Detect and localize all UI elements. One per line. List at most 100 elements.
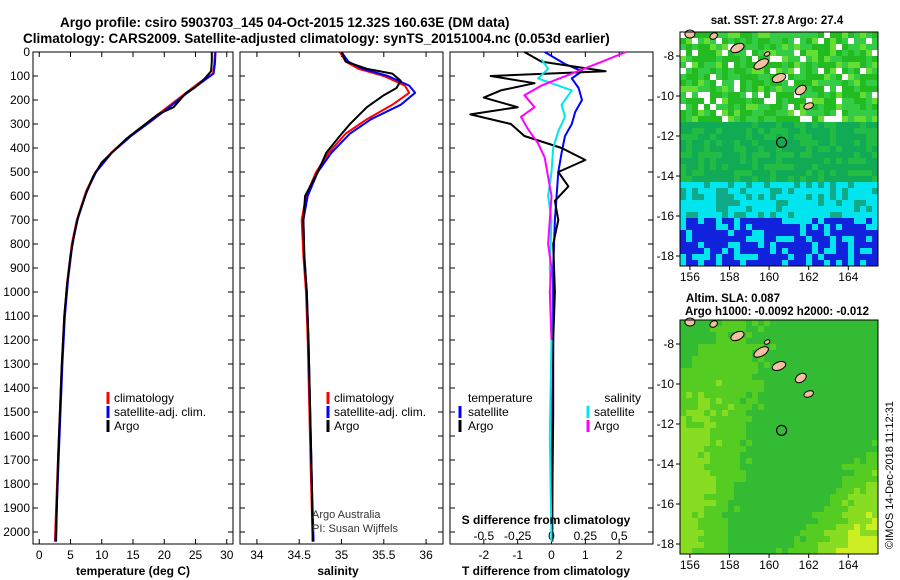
map-cell — [842, 104, 848, 110]
map-cell — [854, 158, 860, 164]
map-cell — [824, 50, 830, 56]
map-cell — [800, 98, 806, 104]
map-cell — [782, 104, 788, 110]
map-cell — [812, 368, 818, 374]
map-cell — [818, 194, 824, 200]
map-cell — [866, 344, 872, 350]
map-cell — [800, 134, 806, 140]
map-cell — [710, 200, 716, 206]
map-cell — [836, 164, 842, 170]
map-cell — [842, 446, 848, 452]
map-cell — [872, 470, 878, 476]
map-cell — [758, 104, 764, 110]
map-cell — [716, 488, 722, 494]
map-cell — [848, 440, 854, 446]
map-cell — [872, 542, 878, 548]
map-cell — [704, 146, 710, 152]
map-cell — [782, 86, 788, 92]
map-cell — [728, 104, 734, 110]
map-cell — [824, 350, 830, 356]
map-cell — [830, 326, 836, 332]
map-cell — [806, 218, 812, 224]
map-cell — [842, 536, 848, 542]
map-cell — [692, 524, 698, 530]
map-cell — [710, 542, 716, 548]
map-cell — [698, 482, 704, 488]
map-cell — [770, 428, 776, 434]
map-cell — [842, 320, 848, 326]
map-cell — [746, 530, 752, 536]
map-cell — [800, 44, 806, 50]
map-cell — [728, 326, 734, 332]
map-cell — [740, 380, 746, 386]
map-cell — [836, 38, 842, 44]
map-cell — [722, 236, 728, 242]
map-cell — [728, 410, 734, 416]
map-cell — [866, 122, 872, 128]
map-cell — [830, 512, 836, 518]
map-cell — [824, 164, 830, 170]
map-cell — [842, 350, 848, 356]
map-cell — [872, 110, 878, 116]
map-cell — [788, 392, 794, 398]
map-cell — [860, 344, 866, 350]
map-cell — [734, 470, 740, 476]
map-cell — [800, 452, 806, 458]
map-cell — [776, 188, 782, 194]
map-cell — [842, 212, 848, 218]
map-cell — [860, 230, 866, 236]
depth-tick-label: 2000 — [3, 525, 30, 539]
map-cell — [854, 248, 860, 254]
map-cell — [824, 506, 830, 512]
map-cell — [758, 392, 764, 398]
map-cell — [782, 440, 788, 446]
map-cell — [722, 518, 728, 524]
map-cell — [752, 224, 758, 230]
lon-tick-label: 164 — [838, 558, 858, 572]
map-cell — [740, 194, 746, 200]
map-cell — [782, 326, 788, 332]
map-cell — [752, 536, 758, 542]
map-cell — [740, 434, 746, 440]
map-cell — [692, 158, 698, 164]
map-cell — [830, 446, 836, 452]
map-cell — [866, 158, 872, 164]
map-cell — [680, 116, 686, 122]
map-cell — [764, 158, 770, 164]
x-tick-label: 15 — [126, 548, 140, 562]
map-cell — [686, 170, 692, 176]
map-cell — [686, 524, 692, 530]
depth-tick-label: 1500 — [3, 405, 30, 419]
map-cell — [842, 62, 848, 68]
map-cell — [860, 506, 866, 512]
map-cell — [728, 392, 734, 398]
map-cell — [848, 68, 854, 74]
map-cell — [722, 362, 728, 368]
map-cell — [704, 530, 710, 536]
map-cell — [830, 332, 836, 338]
map-cell — [710, 50, 716, 56]
map-cell — [842, 116, 848, 122]
map-cell — [752, 416, 758, 422]
lat-tick-label: -10 — [657, 89, 675, 103]
map-cell — [722, 386, 728, 392]
map-cell — [710, 86, 716, 92]
depth-tick-label: 400 — [10, 141, 30, 155]
map-cell — [824, 128, 830, 134]
map-cell — [746, 452, 752, 458]
map-cell — [770, 32, 776, 38]
map-cell — [860, 92, 866, 98]
map-cell — [872, 176, 878, 182]
map-cell — [812, 350, 818, 356]
map-cell — [740, 164, 746, 170]
map-cell — [806, 542, 812, 548]
map-cell — [686, 260, 692, 266]
map-cell — [680, 494, 686, 500]
map-cell — [818, 476, 824, 482]
map-cell — [854, 530, 860, 536]
map-cell — [728, 242, 734, 248]
map-cell — [686, 458, 692, 464]
map-cell — [764, 434, 770, 440]
map-cell — [866, 320, 872, 326]
map-cell — [806, 518, 812, 524]
